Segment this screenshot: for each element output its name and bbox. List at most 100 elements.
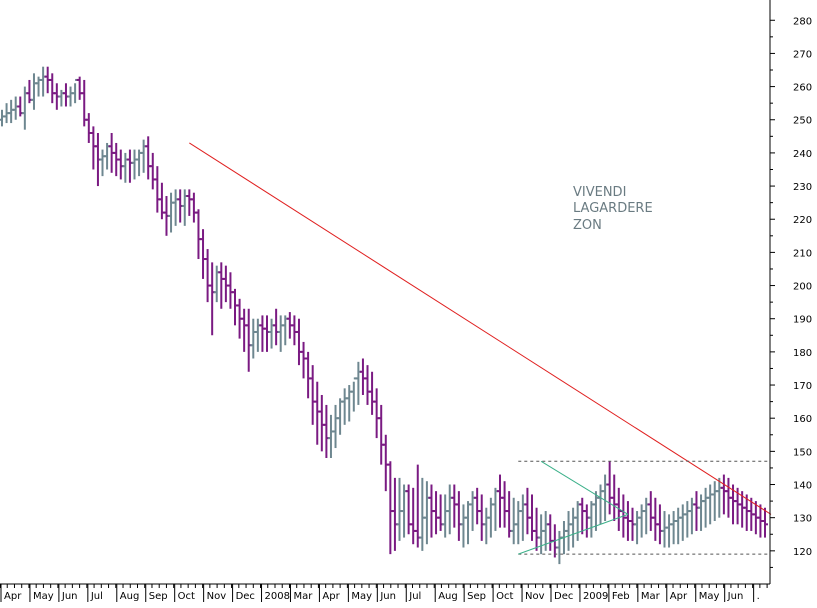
ohlc-bar [684, 501, 691, 538]
ohlc-bar [355, 361, 362, 405]
ohlc-bar [359, 358, 366, 395]
ohlc-bar [583, 504, 590, 538]
ohlc-bar [8, 99, 15, 124]
ohlc-bar [364, 365, 371, 405]
ohlc-bar [698, 494, 705, 531]
ohlc-bar [615, 487, 622, 531]
x-tick-label: Oct [178, 591, 195, 602]
ohlc-bar [442, 494, 449, 538]
ohlc-bar [419, 477, 426, 551]
ohlc-bar [373, 388, 380, 439]
ohlc-bar [455, 491, 462, 541]
ohlc-bar [72, 78, 79, 104]
y-tick-label: 230 [793, 182, 812, 193]
ohlc-bar [433, 491, 440, 535]
ohlc-bar [327, 414, 334, 458]
ohlc-bar [451, 484, 458, 528]
ohlc-bar [656, 504, 663, 545]
y-tick-label: 130 [793, 514, 812, 525]
ohlc-bar [126, 149, 133, 183]
ohlc-bar [30, 73, 37, 110]
x-tick-label: Dec [236, 591, 255, 602]
x-tick-label: Nov [207, 591, 227, 602]
x-tick-label: Aug [120, 591, 140, 602]
ohlc-bar [181, 189, 188, 226]
y-axis: 120 130 140 150 160 170 180 190 200 210 220 230 240 2… [769, 0, 812, 584]
x-tick-label: Nov [525, 591, 545, 602]
ohlc-bar [396, 477, 403, 541]
ohlc-bar [273, 308, 280, 346]
x-tick-label: 2009 [583, 591, 608, 602]
x-tick-label: May [699, 591, 720, 602]
ohlc-bar [465, 501, 472, 545]
y-tick-label: 180 [793, 348, 812, 359]
ohlc-bar [378, 404, 385, 465]
ohlc-bar [190, 192, 197, 223]
ohlc-bar [149, 152, 156, 190]
ohlc-bar [565, 511, 572, 551]
ohlc-bar [350, 377, 357, 412]
ohlc-bar [556, 530, 563, 565]
triangle-upper-edge [540, 460, 629, 515]
x-tick-label: Mar [293, 591, 313, 602]
ohlc-bar [318, 394, 325, 452]
ohlc-bar [382, 434, 389, 492]
ohlc-bar [478, 494, 485, 541]
ohlc-bar [519, 494, 526, 541]
ohlc-bar [643, 497, 650, 535]
ohlc-bar [200, 229, 207, 279]
ohlc-bar [40, 66, 47, 97]
y-tick-label: 160 [793, 414, 812, 425]
ohlc-bar [606, 461, 613, 515]
ohlc-bar [510, 497, 517, 545]
ohlc-bar [241, 308, 248, 352]
ohlc-bar [117, 149, 124, 180]
x-tick-label: May [351, 591, 372, 602]
ohlc-bar [515, 501, 522, 545]
y-tick-label: 170 [793, 381, 812, 392]
ohlc-bar [693, 491, 700, 531]
x-tick-label: . [757, 591, 760, 602]
y-tick-label: 240 [793, 149, 812, 160]
ohlc-bar [76, 76, 83, 100]
ohlc-bar [538, 514, 545, 555]
x-tick-label: Jun [61, 591, 78, 602]
ohlc-bar [168, 192, 175, 233]
ohlc-bar [213, 265, 220, 303]
ohlc-bar [391, 477, 398, 551]
y-tick-label: 210 [793, 248, 812, 259]
price-bars-layer [0, 66, 768, 565]
ohlc-bar [524, 487, 531, 535]
ohlc-bar [679, 504, 686, 541]
ohlc-bar [711, 481, 718, 521]
ohlc-bar [259, 315, 266, 352]
y-tick-label: 140 [793, 481, 812, 492]
ohlc-bar [67, 86, 74, 107]
ohlc-bar [323, 404, 330, 458]
ohlc-bar [254, 318, 261, 352]
ohlc-bar [410, 487, 417, 545]
ohlc-bar [245, 308, 252, 372]
y-tick-label: 220 [793, 215, 812, 226]
ohlc-bar [314, 381, 321, 445]
x-tick-label: Sep [467, 591, 486, 602]
ohlc-bar [309, 365, 316, 425]
ohlc-bar [634, 511, 641, 545]
ohlc-bar [277, 315, 284, 352]
x-tick-label: Jun [727, 591, 744, 602]
ohlc-bar [401, 484, 408, 538]
overlay-layer [189, 142, 772, 555]
ohlc-bar [250, 318, 257, 359]
ohlc-bar [501, 481, 508, 528]
ohlc-bar [702, 487, 709, 528]
ohlc-bar [588, 501, 595, 538]
ohlc-bar [62, 83, 69, 107]
ohlc-bar [720, 474, 727, 515]
x-tick-label: Dec [554, 591, 573, 602]
ohlc-bar [574, 501, 581, 541]
ohlc-bar [295, 318, 302, 366]
ohlc-bar [405, 484, 412, 535]
ohlc-bar [670, 511, 677, 545]
x-tick-label: Jun [379, 591, 396, 602]
